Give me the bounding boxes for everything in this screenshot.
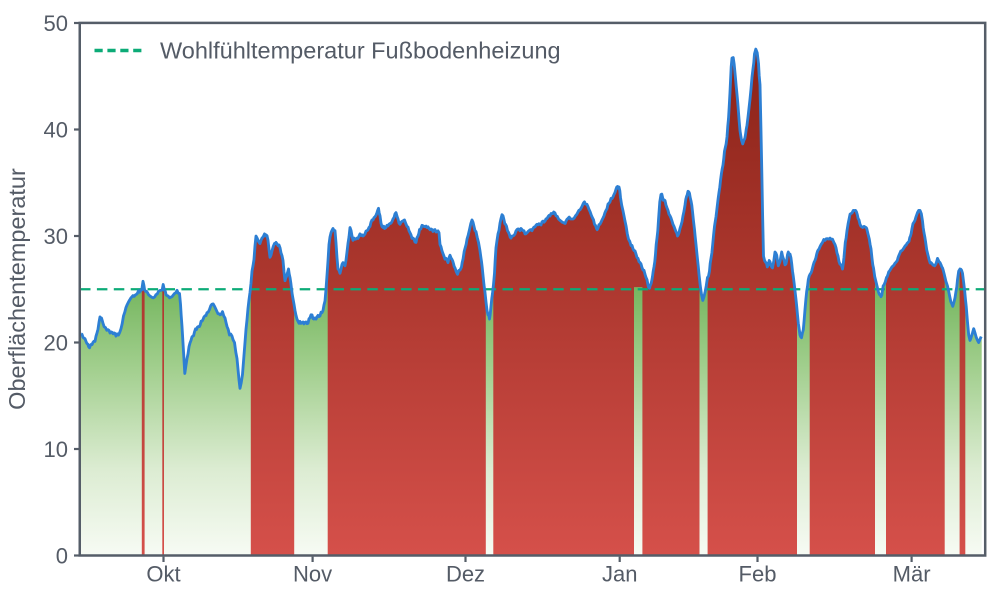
svg-text:Dez: Dez [446, 562, 485, 587]
svg-text:Feb: Feb [739, 562, 777, 587]
svg-text:40: 40 [44, 118, 68, 143]
svg-text:Jan: Jan [602, 562, 637, 587]
svg-text:Okt: Okt [146, 562, 180, 587]
svg-text:Nov: Nov [293, 562, 332, 587]
svg-text:0: 0 [56, 544, 68, 569]
svg-text:50: 50 [44, 11, 68, 36]
svg-text:10: 10 [44, 437, 68, 462]
svg-text:Oberflächentemperatur: Oberflächentemperatur [4, 168, 30, 410]
svg-text:30: 30 [44, 224, 68, 249]
svg-text:20: 20 [44, 331, 68, 356]
svg-text:Wohlfühltemperatur Fußbodenhei: Wohlfühltemperatur Fußbodenheizung [160, 38, 561, 64]
svg-text:Mär: Mär [893, 562, 931, 587]
